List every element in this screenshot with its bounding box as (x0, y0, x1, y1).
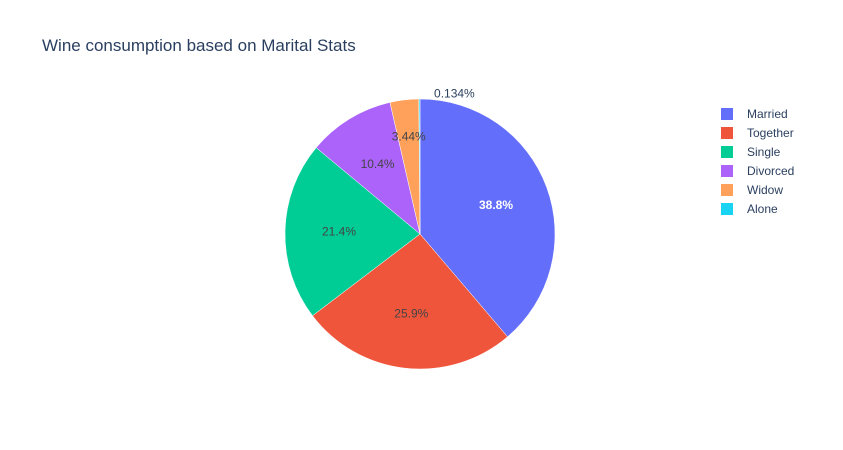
pie-slice-labels: 38.8% 25.9% 21.4% 10.4% 3.44% 0.134% (322, 86, 513, 320)
legend-swatch (721, 146, 733, 158)
slice-label-single: 21.4% (322, 224, 356, 238)
slice-label-together: 25.9% (394, 307, 428, 321)
legend-item-alone[interactable]: Alone (721, 202, 778, 216)
pie-slice-together[interactable] (312, 233, 508, 370)
pie-slices (284, 98, 556, 370)
legend-item-married[interactable]: Married (721, 107, 788, 121)
legend-label: Divorced (747, 164, 794, 178)
legend[interactable]: Married Together Single Divorced Widow Alone (721, 107, 794, 216)
legend-item-widow[interactable]: Widow (721, 183, 783, 197)
slice-label-alone: 0.134% (434, 86, 475, 100)
pie-slice-single[interactable] (284, 147, 421, 317)
legend-label: Married (747, 107, 788, 121)
pie-slice-married[interactable] (419, 98, 556, 338)
legend-label: Together (747, 126, 794, 140)
legend-swatch (721, 108, 733, 120)
legend-swatch (721, 184, 733, 196)
slice-label-married: 38.8% (479, 198, 513, 212)
legend-label: Single (747, 145, 781, 159)
legend-item-together[interactable]: Together (721, 126, 794, 140)
legend-label: Widow (747, 183, 783, 197)
legend-swatch (721, 127, 733, 139)
legend-item-single[interactable]: Single (721, 145, 781, 159)
legend-swatch (721, 203, 733, 215)
slice-label-divorced: 10.4% (361, 157, 395, 171)
pie-slice-divorced[interactable] (315, 102, 421, 235)
pie-slice-alone[interactable] (418, 98, 421, 235)
legend-swatch (721, 165, 733, 177)
legend-item-divorced[interactable]: Divorced (721, 164, 794, 178)
legend-label: Alone (747, 202, 778, 216)
slice-label-widow: 3.44% (392, 130, 426, 144)
chart-title: Wine consumption based on Marital Stats (42, 36, 356, 55)
